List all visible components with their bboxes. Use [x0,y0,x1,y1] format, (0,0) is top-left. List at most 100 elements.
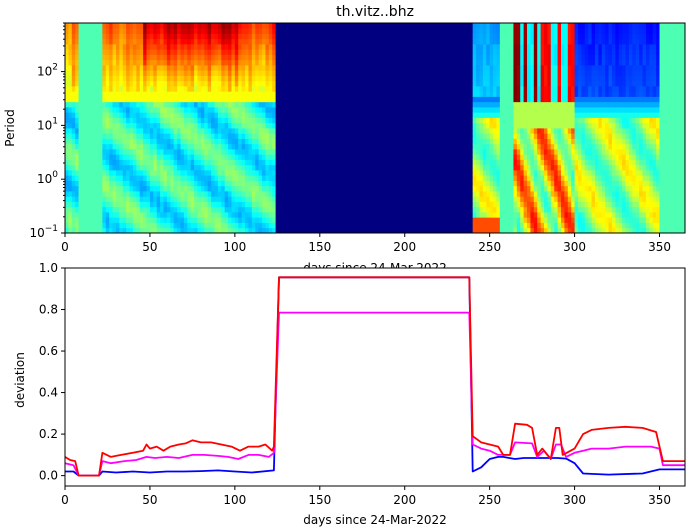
heatmap-cell [316,206,321,213]
heatmap-cell [217,206,222,213]
heatmap-cell [377,33,382,40]
heatmap-cell [397,107,402,113]
heatmap-cell [438,133,443,139]
heatmap-cell [221,86,226,92]
heatmap-cell [360,96,365,103]
heatmap-cell [136,185,141,192]
heatmap-cell [115,33,120,40]
heatmap-cell [374,180,378,187]
heatmap-cell [448,212,453,218]
heatmap-cell [204,44,209,50]
heatmap-cell [132,185,137,192]
heatmap-cell [363,49,368,55]
heatmap-cell [224,28,229,34]
heatmap-cell [340,38,344,45]
heatmap-cell [350,222,355,229]
heatmap-cell [98,86,103,92]
heatmap-cell [350,122,355,129]
heatmap-cell [88,185,93,192]
heatmap-cell [268,206,273,213]
heatmap-cell [105,122,110,129]
heatmap-cell [285,107,290,113]
heatmap-cell [346,191,351,197]
heatmap-cell [228,185,232,192]
heatmap-cell [112,80,117,87]
heatmap-cell [353,149,358,155]
heatmap-cell [462,128,467,134]
heatmap-cell [326,175,331,181]
heatmap-cell [282,65,287,71]
heatmap-cell [346,170,351,176]
heatmap-cell [129,154,134,160]
heatmap-cell [204,101,209,108]
heatmap-cell [431,65,436,71]
heatmap-cell [435,96,440,103]
heatmap-cell [360,212,365,218]
heatmap-cell [272,154,277,160]
heatmap-cell [238,164,243,171]
heatmap-cell [340,54,344,61]
heatmap-cell [258,206,263,213]
heatmap-cell [445,28,450,34]
heatmap-cell [479,44,484,50]
heatmap-cell [180,86,185,92]
heatmap-cell [119,143,124,150]
heatmap-cell [139,175,144,181]
heatmap-cell [384,201,389,208]
heatmap-cell [265,149,270,155]
heatmap-cell [180,91,185,97]
heatmap-cell [377,222,382,229]
heatmap-cell [85,101,90,108]
heatmap-cell [231,227,236,234]
heatmap-cell [197,212,202,218]
heatmap-cell [153,185,158,192]
heatmap-cell [377,227,382,234]
heatmap-cell [251,175,256,181]
heatmap-cell [428,154,433,160]
heatmap-cell [251,227,256,234]
heatmap-cell [448,227,453,234]
heatmap-cell [85,112,90,118]
heatmap-cell [313,91,317,97]
heatmap-cell [340,96,344,103]
heatmap-cell [319,170,324,176]
heatmap-cell [92,28,96,34]
heatmap-cell [248,212,253,218]
heatmap-cell [262,107,266,113]
heatmap-cell [486,59,491,66]
heatmap-cell [78,54,83,61]
heatmap-cell [78,159,83,166]
heatmap-cell [346,133,351,139]
heatmap-cell [183,107,188,113]
heatmap-cell [435,180,440,187]
heatmap-cell [428,175,433,181]
heatmap-cell [340,138,344,145]
heatmap-cell [156,49,161,55]
heatmap-cell [397,33,402,40]
heatmap-cell [302,170,307,176]
heatmap-cell [282,112,287,118]
heatmap-cell [177,122,181,129]
heatmap-cell [469,122,474,129]
heatmap-cell [262,96,266,103]
heatmap-cell [482,133,487,139]
heatmap-cell [455,191,460,197]
heatmap-cell [126,185,130,192]
heatmap-cell [177,86,181,92]
heatmap-cell [459,222,463,229]
heatmap-cell [316,70,321,76]
heatmap-cell [292,44,297,50]
heatmap-cell [411,212,416,218]
heatmap-cell [190,133,195,139]
heatmap-cell [194,154,198,160]
heatmap-cell [350,138,355,145]
heatmap-cell [166,96,171,103]
heatmap-cell [459,138,463,145]
heatmap-cell [115,149,120,155]
heatmap-cell [323,222,327,229]
heatmap-cell [329,65,334,71]
heatmap-cell [272,227,277,234]
heatmap-cell [459,70,463,76]
heatmap-cell [425,70,429,76]
heatmap-cell [343,206,348,213]
